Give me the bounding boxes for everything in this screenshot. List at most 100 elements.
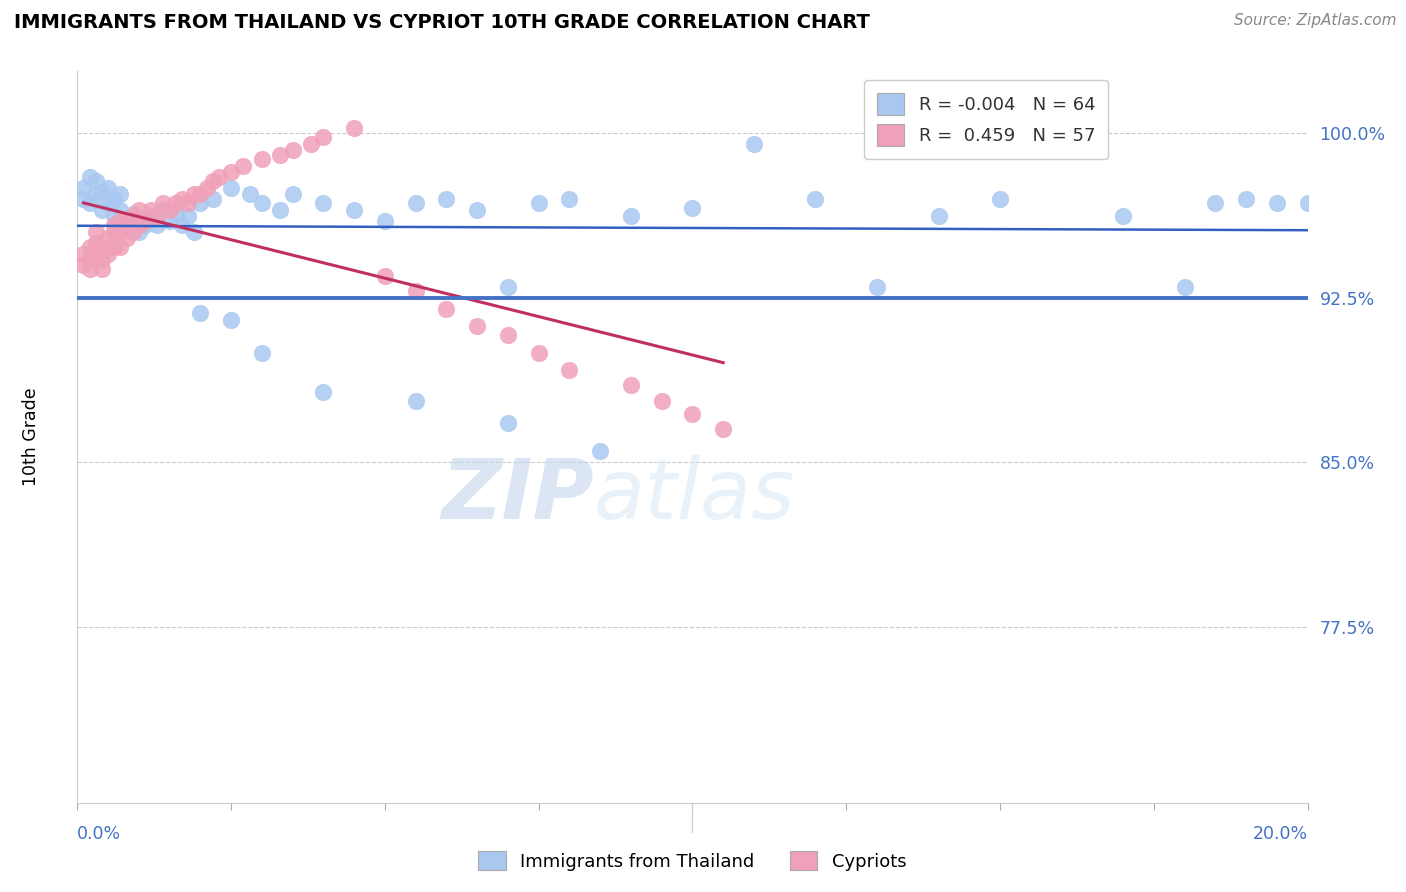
Text: ZIP: ZIP [441, 455, 595, 536]
Point [558, 192, 581, 206]
Text: 20.0%: 20.0% [1253, 825, 1308, 843]
Point [496, 327, 519, 342]
Point [312, 130, 335, 145]
Point [128, 202, 150, 217]
Point [651, 393, 673, 408]
Point [128, 218, 150, 232]
Point [1050, 130, 1073, 145]
Point [103, 225, 125, 239]
Point [103, 210, 125, 224]
Point [1265, 196, 1288, 211]
Point [343, 202, 366, 217]
Point [90, 262, 114, 277]
Point [103, 192, 125, 206]
Point [188, 196, 212, 211]
Point [219, 312, 242, 326]
Point [79, 240, 101, 254]
Text: atlas: atlas [595, 455, 796, 536]
Point [201, 192, 224, 206]
Point [1234, 192, 1257, 206]
Point [527, 196, 550, 211]
Point [84, 187, 107, 202]
Point [1112, 210, 1135, 224]
Point [250, 345, 273, 359]
Point [152, 196, 174, 211]
Point [465, 319, 488, 334]
Point [312, 385, 335, 400]
Point [115, 218, 138, 232]
Point [121, 207, 143, 221]
Point [201, 174, 224, 188]
Point [84, 174, 107, 188]
Legend: Immigrants from Thailand, Cypriots: Immigrants from Thailand, Cypriots [471, 844, 914, 878]
Point [79, 262, 101, 277]
Point [866, 279, 889, 293]
Point [79, 169, 101, 184]
Point [250, 152, 273, 166]
Point [110, 213, 132, 227]
Point [711, 422, 734, 436]
Point [589, 444, 612, 458]
Point [405, 393, 427, 408]
Point [804, 192, 827, 206]
Point [208, 169, 231, 184]
Point [90, 202, 114, 217]
Point [84, 235, 107, 250]
Point [72, 258, 94, 272]
Point [374, 268, 396, 283]
Point [682, 407, 704, 421]
Point [121, 210, 143, 224]
Point [312, 196, 335, 211]
Point [436, 192, 458, 206]
Point [620, 378, 643, 392]
Point [79, 253, 101, 268]
Point [188, 187, 212, 202]
Point [90, 253, 114, 268]
Point [183, 225, 205, 239]
Point [90, 240, 114, 254]
Point [1204, 196, 1226, 211]
Point [374, 213, 396, 227]
Point [115, 213, 138, 227]
Point [620, 210, 643, 224]
Point [134, 218, 156, 232]
Text: 0.0%: 0.0% [77, 825, 121, 843]
Point [79, 196, 101, 211]
Point [239, 187, 262, 202]
Point [97, 181, 120, 195]
Point [219, 181, 242, 195]
Point [1174, 279, 1197, 293]
Point [128, 225, 150, 239]
Point [84, 225, 107, 239]
Point [103, 240, 125, 254]
Point [165, 207, 187, 221]
Point [97, 196, 120, 211]
Point [465, 202, 488, 217]
Point [436, 301, 458, 316]
Point [177, 210, 200, 224]
Point [281, 187, 304, 202]
Point [103, 218, 125, 232]
Point [110, 240, 132, 254]
Point [134, 213, 156, 227]
Point [90, 185, 114, 199]
Point [682, 201, 704, 215]
Point [110, 225, 132, 239]
Point [527, 345, 550, 359]
Point [232, 159, 254, 173]
Point [496, 279, 519, 293]
Point [110, 202, 132, 217]
Point [165, 196, 187, 211]
Point [988, 192, 1011, 206]
Point [1296, 196, 1319, 211]
Point [170, 218, 193, 232]
Point [219, 165, 242, 179]
Text: Source: ZipAtlas.com: Source: ZipAtlas.com [1233, 13, 1396, 29]
Point [496, 416, 519, 430]
Point [115, 231, 138, 245]
Point [183, 187, 205, 202]
Point [146, 218, 169, 232]
Text: 10th Grade: 10th Grade [21, 388, 39, 486]
Point [141, 210, 163, 224]
Point [121, 225, 143, 239]
